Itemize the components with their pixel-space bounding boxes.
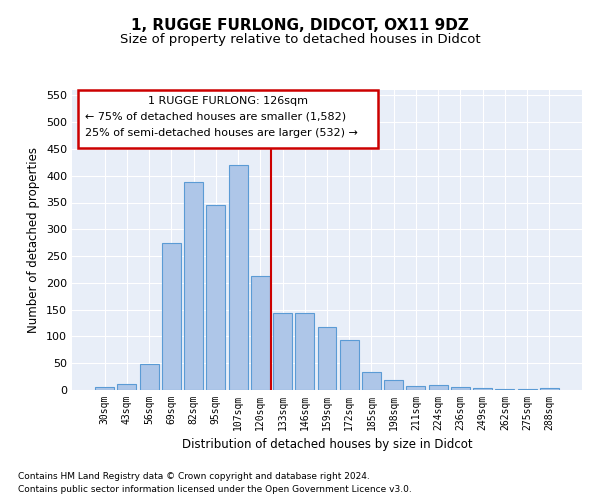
Bar <box>340 340 359 390</box>
Text: 1 RUGGE FURLONG: 126sqm: 1 RUGGE FURLONG: 126sqm <box>148 96 308 106</box>
Text: ← 75% of detached houses are smaller (1,582): ← 75% of detached houses are smaller (1,… <box>85 111 346 121</box>
Text: Contains public sector information licensed under the Open Government Licence v3: Contains public sector information licen… <box>18 485 412 494</box>
Bar <box>229 165 248 390</box>
Bar <box>406 386 425 390</box>
Bar <box>273 313 292 390</box>
Bar <box>140 364 158 390</box>
Bar <box>184 182 203 390</box>
Bar <box>251 276 270 390</box>
Bar <box>162 242 181 390</box>
Bar <box>473 388 492 390</box>
Bar <box>451 388 470 390</box>
Bar <box>362 372 381 390</box>
Text: Size of property relative to detached houses in Didcot: Size of property relative to detached ho… <box>119 32 481 46</box>
Bar <box>295 313 314 390</box>
Bar <box>118 384 136 390</box>
Bar <box>95 388 114 390</box>
Text: Contains HM Land Registry data © Crown copyright and database right 2024.: Contains HM Land Registry data © Crown c… <box>18 472 370 481</box>
Text: 1, RUGGE FURLONG, DIDCOT, OX11 9DZ: 1, RUGGE FURLONG, DIDCOT, OX11 9DZ <box>131 18 469 32</box>
Bar <box>540 388 559 390</box>
Bar <box>384 380 403 390</box>
Bar <box>206 205 225 390</box>
Text: 25% of semi-detached houses are larger (532) →: 25% of semi-detached houses are larger (… <box>85 128 358 138</box>
X-axis label: Distribution of detached houses by size in Didcot: Distribution of detached houses by size … <box>182 438 472 452</box>
Bar <box>317 328 337 390</box>
Bar <box>429 384 448 390</box>
Y-axis label: Number of detached properties: Number of detached properties <box>28 147 40 333</box>
